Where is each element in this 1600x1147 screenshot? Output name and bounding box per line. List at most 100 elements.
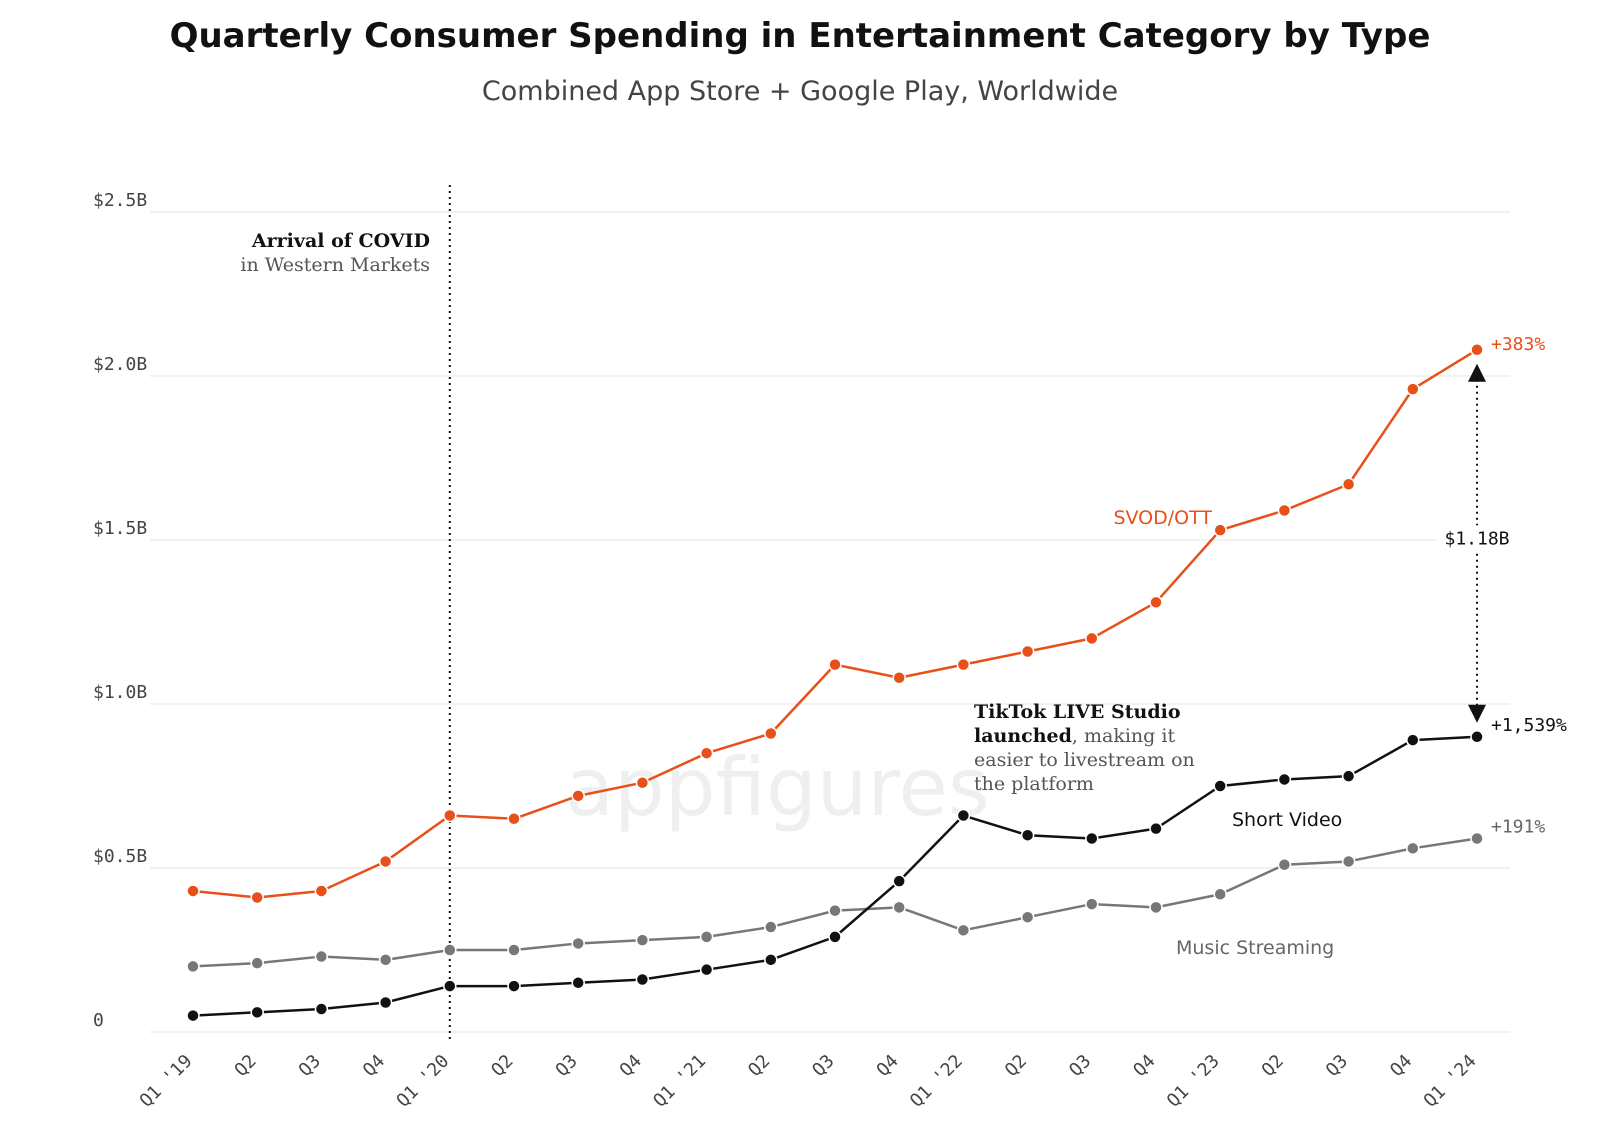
gridlines — [150, 211, 1510, 1033]
data-point — [1085, 631, 1099, 646]
y-tick-label: 0 — [93, 1010, 104, 1031]
chart-subtitle: Combined App Store + Google Play, Worldw… — [481, 76, 1119, 107]
data-point — [1470, 343, 1484, 357]
data-point — [378, 854, 393, 869]
data-point — [507, 812, 521, 826]
data-point — [1020, 828, 1035, 842]
data-point — [507, 979, 521, 993]
data-point — [956, 808, 971, 823]
x-tick-label: Q2 — [1258, 1051, 1288, 1081]
data-point — [1085, 897, 1099, 911]
data-point — [1149, 821, 1163, 836]
y-tick-label: $1.5B — [93, 518, 147, 539]
covid-annotation-title: Arrival of COVID — [251, 230, 430, 252]
data-point — [892, 874, 906, 888]
data-point — [1341, 477, 1356, 491]
tiktok-annotation-line1: TikTok LIVE Studio — [974, 701, 1181, 723]
data-point — [699, 930, 714, 944]
data-point — [314, 1002, 329, 1016]
gap-label: $1.18B — [1444, 528, 1509, 549]
x-tick-label: Q4 — [1129, 1051, 1159, 1081]
data-point — [1341, 854, 1356, 869]
data-point — [764, 920, 778, 934]
data-point — [1149, 595, 1163, 610]
tiktok-annotation: TikTok LIVE Studio launched, making it e… — [974, 701, 1195, 795]
x-axis: Q1 '19 Q2 Q3 Q4 Q1 '20 Q2 Q3 Q4 Q1 '21 Q2 Q3 Q4 Q1 '… — [136, 1051, 1481, 1112]
x-tick-label: Q2 — [744, 1051, 774, 1081]
data-point — [443, 943, 457, 957]
series-name-label: Short Video — [1232, 809, 1342, 831]
x-tick-label: Q1 '22 — [906, 1051, 967, 1112]
data-point — [250, 890, 264, 905]
data-point — [828, 903, 842, 918]
data-point — [635, 933, 650, 947]
x-tick-label: Q2 — [231, 1051, 261, 1081]
data-point — [828, 657, 842, 672]
data-point — [1149, 900, 1163, 915]
x-tick-label: Q4 — [873, 1051, 903, 1081]
x-tick-label: Q3 — [808, 1051, 838, 1081]
data-point — [892, 671, 906, 685]
data-point — [186, 884, 200, 898]
gap-arrow-up-icon — [1468, 363, 1486, 382]
x-tick-label: Q2 — [1001, 1051, 1031, 1081]
data-point — [507, 943, 521, 957]
y-axis: 0 $0.5B $1.0B $1.5B $2.0B $2.5B — [93, 190, 147, 1031]
data-point — [635, 972, 650, 987]
data-point — [635, 775, 650, 790]
data-point — [699, 962, 714, 977]
chart-title: Quarterly Consumer Spending in Entertain… — [169, 16, 1431, 56]
x-tick-label: Q2 — [487, 1051, 517, 1081]
x-tick-label: Q1 '23 — [1163, 1051, 1224, 1112]
data-point — [1020, 910, 1035, 924]
x-tick-label: Q1 '24 — [1420, 1051, 1481, 1112]
x-tick-label: Q3 — [295, 1051, 325, 1081]
data-point — [378, 953, 393, 967]
covid-annotation-text: in Western Markets — [240, 254, 430, 276]
data-point — [443, 979, 457, 993]
data-point — [1213, 779, 1227, 793]
data-point — [1213, 523, 1227, 537]
tiktok-annotation-line4: the platform — [974, 773, 1094, 795]
series-name-label: Music Streaming — [1176, 937, 1334, 959]
data-point — [956, 657, 971, 672]
data-point — [186, 959, 200, 974]
x-tick-label: Q4 — [1386, 1051, 1416, 1081]
series-end-label: +1,539% — [1491, 715, 1567, 736]
data-point — [892, 900, 906, 915]
data-point — [828, 930, 842, 944]
data-point — [1470, 831, 1484, 846]
tiktok-annotation-line2: launched, making it — [974, 725, 1175, 747]
gap-label-bg — [1437, 525, 1517, 552]
series-end-label: +191% — [1491, 816, 1545, 837]
watermark: appfigures — [565, 741, 990, 834]
data-point — [956, 923, 971, 938]
data-point — [764, 726, 778, 741]
data-point — [1470, 730, 1484, 744]
data-point — [250, 956, 264, 970]
y-tick-label: $1.0B — [93, 682, 147, 703]
series-layer: SVOD/OTT Short Video Music Streaming +383% +… — [186, 334, 1567, 1023]
data-point — [1406, 841, 1420, 856]
x-tick-label: Q4 — [359, 1051, 389, 1081]
y-tick-label: $0.5B — [93, 846, 147, 867]
x-tick-label: Q1 '20 — [393, 1051, 454, 1112]
data-point — [1341, 769, 1356, 783]
x-tick-label: Q3 — [1322, 1051, 1352, 1081]
tiktok-annotation-bold: launched — [974, 725, 1072, 747]
data-point — [1213, 887, 1227, 901]
data-point — [764, 953, 778, 967]
data-point — [1406, 382, 1420, 396]
data-point — [1277, 503, 1292, 518]
data-point — [443, 808, 457, 823]
x-tick-label: Q4 — [616, 1051, 646, 1081]
x-tick-label: Q1 '21 — [649, 1051, 710, 1112]
data-point — [314, 949, 329, 964]
x-tick-label: Q1 '19 — [136, 1051, 197, 1112]
series-end-label: +383% — [1491, 334, 1545, 355]
data-point — [571, 936, 585, 951]
y-tick-label: $2.0B — [93, 354, 147, 375]
data-point — [571, 976, 585, 990]
data-point — [314, 884, 329, 898]
